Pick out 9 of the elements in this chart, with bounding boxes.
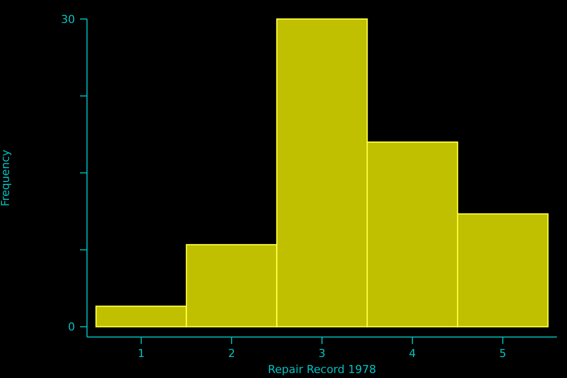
x-tick-label: 2 [228,347,236,360]
x-tick-label: 5 [499,347,506,360]
x-tick-label: 3 [318,347,326,360]
x-tick-label: 1 [138,347,145,360]
y-tick-label: 0 [68,320,75,334]
x-tick-label: 4 [408,347,416,360]
y-axis-title: Frequency [0,149,12,206]
x-axis-title: Repair Record 1978 [268,363,376,376]
y-tick-label: 30 [61,12,75,26]
